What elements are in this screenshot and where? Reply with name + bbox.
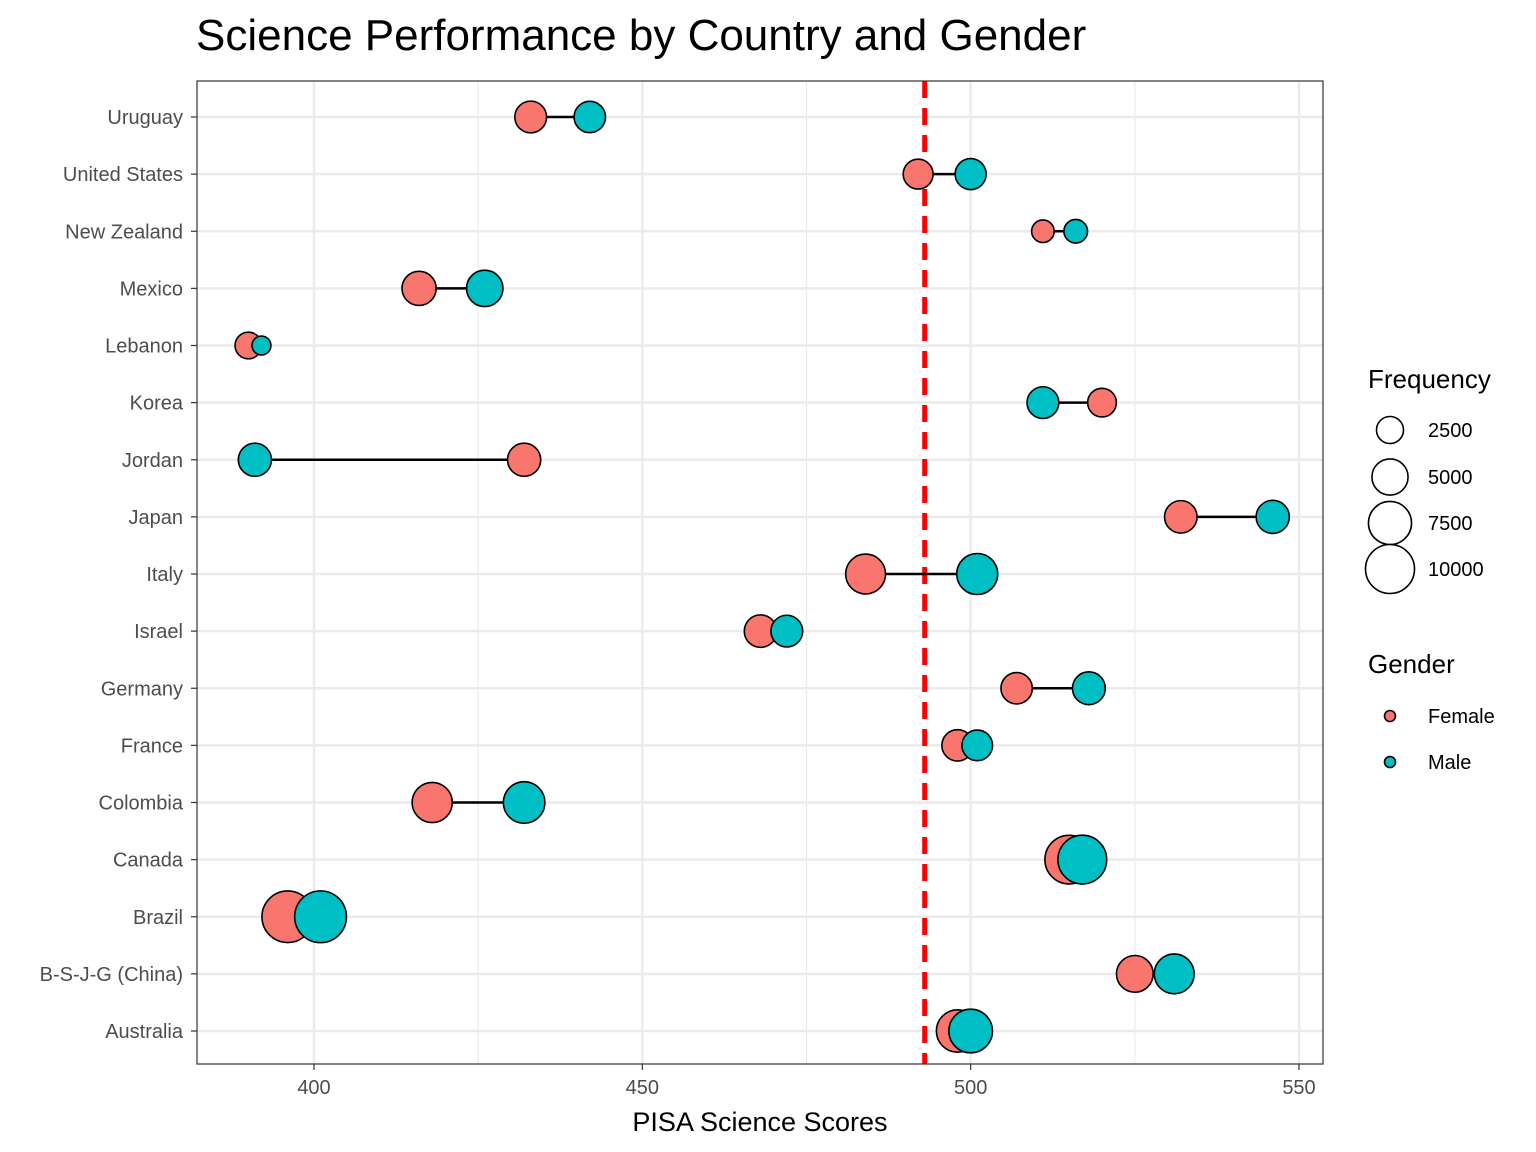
point-female bbox=[1000, 671, 1034, 705]
y-tick-label: Mexico bbox=[120, 278, 183, 300]
point-female bbox=[1030, 219, 1055, 244]
point-male bbox=[1026, 385, 1060, 420]
y-tick-label: Brazil bbox=[133, 907, 183, 929]
x-axis-title: PISA Science Scores bbox=[632, 1107, 887, 1137]
panel-border bbox=[196, 80, 1324, 1065]
point-male bbox=[465, 269, 504, 308]
point-male bbox=[1153, 953, 1195, 995]
x-tick-label: 500 bbox=[954, 1077, 987, 1099]
y-tick-label: Japan bbox=[129, 507, 184, 529]
point-male bbox=[961, 729, 994, 762]
y-tick-label: Uruguay bbox=[107, 107, 183, 129]
legend-color-label: Male bbox=[1428, 752, 1471, 774]
point-female bbox=[411, 781, 454, 824]
y-tick-label: France bbox=[121, 735, 183, 757]
legend-size-key bbox=[1375, 415, 1405, 445]
y-tick-label: Lebanon bbox=[105, 336, 183, 358]
legend-size-key bbox=[1371, 458, 1409, 496]
point-female bbox=[1086, 387, 1118, 418]
legend-color-key-female bbox=[1383, 709, 1397, 723]
legend-color-key-male bbox=[1383, 755, 1397, 769]
point-male bbox=[1071, 671, 1107, 706]
y-tick-label: Israel bbox=[134, 621, 183, 643]
y-tick-label: Germany bbox=[101, 678, 183, 700]
legend-size-key bbox=[1367, 500, 1413, 546]
point-female bbox=[1163, 499, 1198, 534]
y-tick-label: Colombia bbox=[99, 793, 184, 815]
point-female bbox=[1115, 954, 1154, 994]
x-tick-label: 550 bbox=[1282, 1077, 1315, 1099]
point-female bbox=[902, 158, 934, 190]
legend-size-label: 2500 bbox=[1428, 420, 1473, 442]
y-tick-label: B-S-J-G (China) bbox=[40, 964, 183, 986]
point-female bbox=[401, 270, 437, 307]
point-female bbox=[506, 442, 542, 478]
point-male bbox=[502, 780, 546, 825]
grid bbox=[197, 81, 1323, 1064]
y-axis: Australia B-S-J-G (China) Brazil Canada Colo… bbox=[40, 107, 197, 1043]
point-male bbox=[955, 552, 999, 596]
x-axis: 400 450 500 550 bbox=[297, 1064, 1316, 1099]
legend: Frequency Gender 2500 5000 7500 10000 Female… bbox=[1364, 364, 1495, 774]
y-tick-label: New Zealand bbox=[65, 221, 183, 243]
data-points bbox=[234, 100, 1291, 1054]
point-female bbox=[514, 100, 548, 134]
chart-title: Science Performance by Country and Gende… bbox=[196, 11, 1086, 60]
point-male bbox=[954, 157, 987, 191]
y-tick-label: Italy bbox=[146, 564, 183, 586]
point-male bbox=[1255, 499, 1291, 535]
point-male bbox=[573, 100, 607, 134]
point-male bbox=[1057, 834, 1108, 885]
legend-size-label: 10000 bbox=[1428, 559, 1484, 581]
y-tick-label: Korea bbox=[130, 393, 184, 415]
point-male bbox=[293, 890, 348, 944]
point-male bbox=[237, 442, 273, 478]
y-tick-label: Australia bbox=[105, 1021, 184, 1043]
legend-size-title: Frequency bbox=[1368, 364, 1491, 394]
legend-color-title: Gender bbox=[1368, 649, 1455, 679]
point-male bbox=[251, 335, 272, 356]
legend-size-label: 7500 bbox=[1428, 513, 1473, 535]
point-female bbox=[844, 553, 887, 595]
y-tick-label: United States bbox=[63, 164, 183, 186]
legend-color-label: Female bbox=[1428, 706, 1495, 728]
legend-size-label: 5000 bbox=[1428, 467, 1473, 489]
point-male bbox=[770, 614, 804, 648]
x-tick-label: 400 bbox=[297, 1077, 330, 1099]
point-male bbox=[1063, 218, 1089, 244]
legend-size-key bbox=[1364, 543, 1416, 595]
y-tick-label: Canada bbox=[113, 850, 184, 872]
y-tick-label: Jordan bbox=[122, 450, 183, 472]
x-tick-label: 450 bbox=[626, 1077, 659, 1099]
point-male bbox=[948, 1008, 994, 1054]
